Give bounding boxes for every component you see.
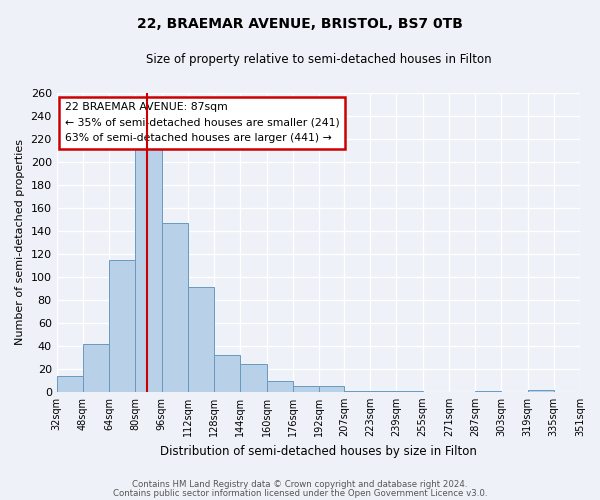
- Bar: [293, 386, 319, 392]
- Bar: [161, 223, 188, 392]
- Bar: [319, 386, 344, 392]
- Title: Size of property relative to semi-detached houses in Filton: Size of property relative to semi-detach…: [146, 52, 491, 66]
- Bar: [136, 144, 161, 392]
- Text: 22 BRAEMAR AVENUE: 87sqm
← 35% of semi-detached houses are smaller (241)
63% of : 22 BRAEMAR AVENUE: 87sqm ← 35% of semi-d…: [65, 102, 339, 143]
- Bar: [214, 355, 241, 392]
- Text: 22, BRAEMAR AVENUE, BRISTOL, BS7 0TB: 22, BRAEMAR AVENUE, BRISTOL, BS7 0TB: [137, 18, 463, 32]
- Bar: [56, 376, 83, 392]
- Bar: [266, 382, 293, 392]
- Bar: [370, 390, 396, 392]
- Bar: [188, 287, 214, 392]
- Text: Contains public sector information licensed under the Open Government Licence v3: Contains public sector information licen…: [113, 488, 487, 498]
- Bar: [109, 260, 136, 392]
- Bar: [344, 390, 370, 392]
- Bar: [241, 364, 266, 392]
- Bar: [83, 344, 109, 392]
- Bar: [396, 390, 422, 392]
- Bar: [475, 390, 501, 392]
- Text: Contains HM Land Registry data © Crown copyright and database right 2024.: Contains HM Land Registry data © Crown c…: [132, 480, 468, 489]
- Y-axis label: Number of semi-detached properties: Number of semi-detached properties: [15, 140, 25, 346]
- X-axis label: Distribution of semi-detached houses by size in Filton: Distribution of semi-detached houses by …: [160, 444, 477, 458]
- Bar: [527, 390, 554, 392]
